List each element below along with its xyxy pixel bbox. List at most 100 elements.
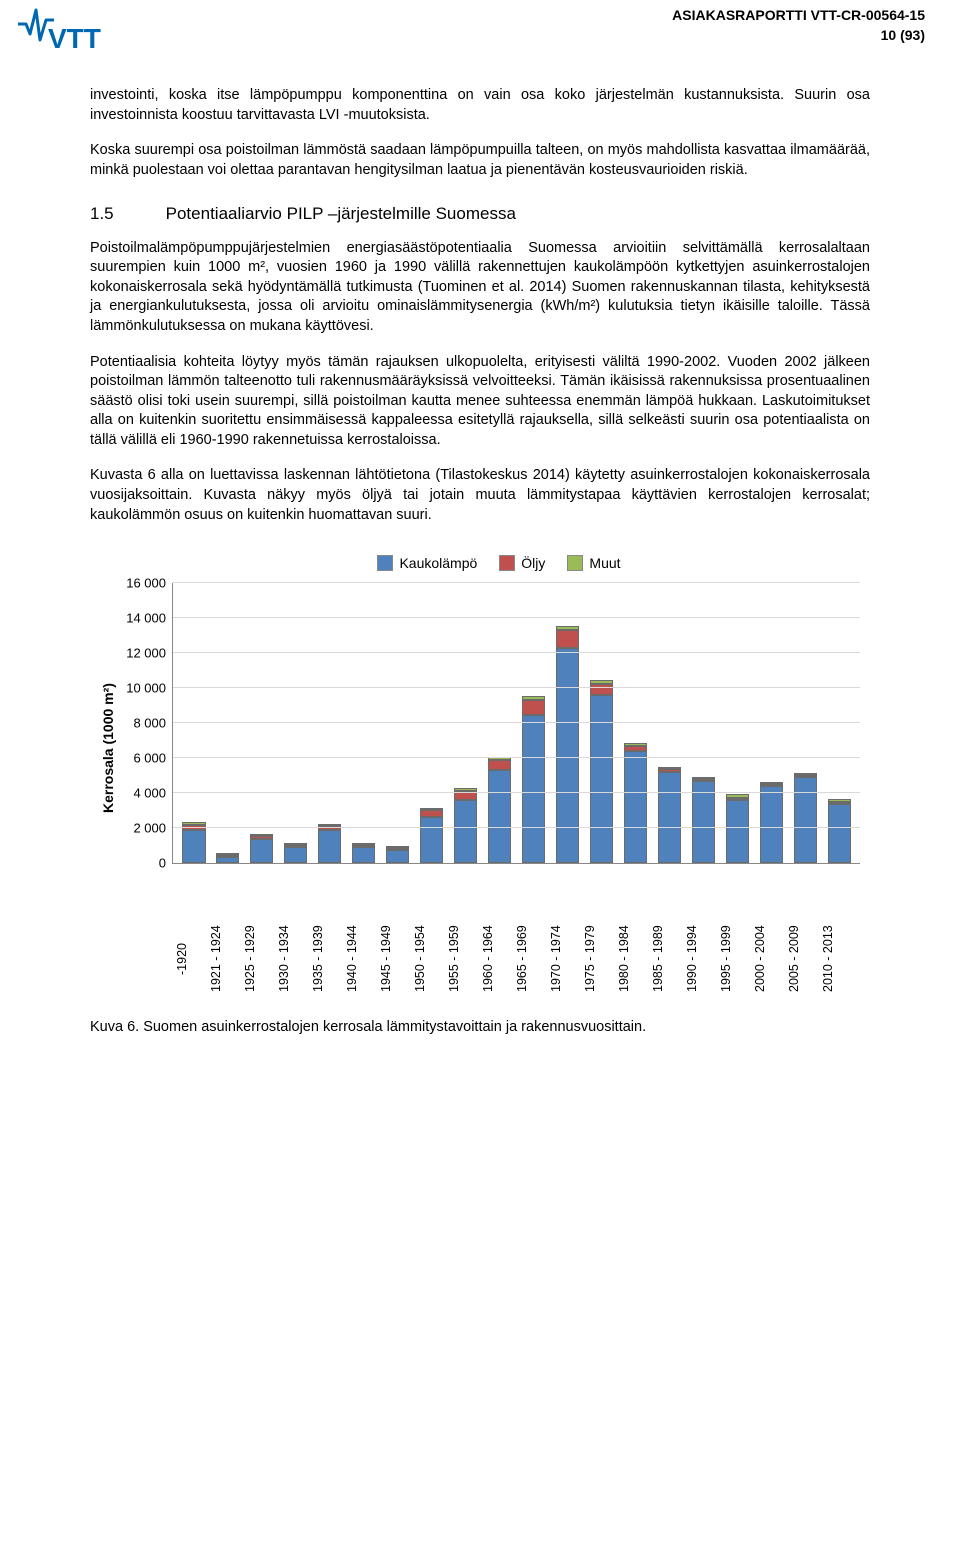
- section-number: 1.5: [90, 204, 114, 224]
- x-label: 1990 - 1994: [686, 919, 720, 999]
- section-title: Potentiaaliarvio PILP –järjestelmille Su…: [166, 204, 870, 224]
- paragraph-2: Koska suurempi osa poistoilman lämmöstä …: [90, 141, 870, 180]
- x-label: 1950 - 1954: [414, 919, 448, 999]
- x-label: 1945 - 1949: [380, 919, 414, 999]
- legend-item: Muut: [567, 555, 620, 571]
- bar-column: [720, 583, 754, 863]
- bar-segment-kauko: [590, 695, 613, 863]
- report-id: ASIAKASRAPORTTI VTT-CR-00564-15: [672, 6, 925, 26]
- bar-segment-kauko: [726, 800, 749, 863]
- bar-column: [279, 583, 313, 863]
- x-label: 1995 - 1999: [720, 919, 754, 999]
- bar-column: [754, 583, 788, 863]
- legend-label: Kaukolämpö: [399, 555, 477, 571]
- bar-segment-kauko: [522, 715, 545, 863]
- bar-segment-oljy: [488, 760, 511, 771]
- section-heading: 1.5 Potentiaaliarvio PILP –järjestelmill…: [90, 204, 870, 224]
- bar-column: [245, 583, 279, 863]
- x-axis-labels: -19201921 - 19241925 - 19291930 - 193419…: [172, 913, 860, 999]
- legend-label: Öljy: [521, 555, 545, 571]
- bar-segment-kauko: [182, 830, 205, 863]
- x-label: 2000 - 2004: [754, 919, 788, 999]
- plot-area: [172, 583, 860, 864]
- x-label: 1925 - 1929: [244, 919, 278, 999]
- chart-legend: Kaukolämpö Öljy Muut: [138, 555, 860, 571]
- bar-segment-kauko: [692, 781, 715, 863]
- grid-line: [173, 687, 860, 688]
- legend-label: Muut: [589, 555, 620, 571]
- bar-column: [618, 583, 652, 863]
- bar-segment-kauko: [760, 786, 783, 863]
- y-tick: 4 000: [133, 786, 166, 801]
- x-label: 1921 - 1924: [210, 919, 244, 999]
- bar-segment-kauko: [556, 648, 579, 863]
- legend-swatch: [377, 555, 393, 571]
- bar-segment-kauko: [420, 817, 443, 863]
- bar-column: [347, 583, 381, 863]
- bar-segment-kauko: [794, 777, 817, 863]
- paragraph-4: Potentiaalisia kohteita löytyy myös tämä…: [90, 353, 870, 451]
- bar-segment-kauko: [216, 857, 239, 863]
- y-tick: 16 000: [126, 576, 166, 591]
- y-tick: 8 000: [133, 716, 166, 731]
- svg-text:VTT: VTT: [48, 23, 101, 54]
- vtt-logo: VTT: [16, 6, 126, 56]
- x-label: 1980 - 1984: [618, 919, 652, 999]
- grid-line: [173, 722, 860, 723]
- bar-segment-kauko: [352, 847, 375, 863]
- page-number: 10 (93): [672, 26, 925, 46]
- y-tick: 6 000: [133, 751, 166, 766]
- grid-line: [173, 827, 860, 828]
- bar-column: [415, 583, 449, 863]
- bar-segment-kauko: [250, 839, 273, 864]
- x-label: 1940 - 1944: [346, 919, 380, 999]
- x-label: 1935 - 1939: [312, 919, 346, 999]
- y-tick: 2 000: [133, 821, 166, 836]
- bar-column: [822, 583, 856, 863]
- legend-swatch: [499, 555, 515, 571]
- bar-column: [449, 583, 483, 863]
- bars-container: [173, 583, 860, 863]
- bar-segment-oljy: [522, 700, 545, 715]
- legend-item: Kaukolämpö: [377, 555, 477, 571]
- x-label: 1955 - 1959: [448, 919, 482, 999]
- bar-segment-kauko: [284, 847, 307, 863]
- x-label: 2010 - 2013: [822, 919, 856, 999]
- bar-segment-kauko: [488, 770, 511, 863]
- bar-column: [517, 583, 551, 863]
- x-label: 2005 - 2009: [788, 919, 822, 999]
- grid-line: [173, 617, 860, 618]
- legend-swatch: [567, 555, 583, 571]
- x-label: 1970 - 1974: [550, 919, 584, 999]
- paragraph-1: investointi, koska itse lämpöpumppu komp…: [90, 86, 870, 125]
- header-meta: ASIAKASRAPORTTI VTT-CR-00564-15 10 (93): [672, 6, 925, 45]
- bar-column: [381, 583, 415, 863]
- x-label: -1920: [176, 919, 210, 999]
- bar-segment-kauko: [828, 804, 851, 864]
- grid-line: [173, 792, 860, 793]
- y-tick: 12 000: [126, 646, 166, 661]
- bar-segment-kauko: [318, 830, 341, 863]
- bar-column: [483, 583, 517, 863]
- y-axis: 02 0004 0006 0008 00010 00012 00014 0001…: [122, 583, 172, 863]
- grid-line: [173, 652, 860, 653]
- grid-line: [173, 757, 860, 758]
- figure-caption: Kuva 6. Suomen asuinkerrostalojen kerros…: [90, 1019, 870, 1035]
- legend-item: Öljy: [499, 555, 545, 571]
- bar-column: [584, 583, 618, 863]
- bar-segment-oljy: [556, 630, 579, 648]
- y-tick: 0: [159, 856, 166, 871]
- bar-column: [177, 583, 211, 863]
- x-label: 1985 - 1989: [652, 919, 686, 999]
- y-axis-label: Kerrosala (1000 m²): [100, 583, 122, 913]
- bar-column: [550, 583, 584, 863]
- chart-body: Kerrosala (1000 m²) 0 2 000 4 000 6 000 8 00…: [100, 583, 860, 913]
- x-label: 1960 - 1964: [482, 919, 516, 999]
- bar-column: [652, 583, 686, 863]
- x-label: 1965 - 1969: [516, 919, 550, 999]
- y-tick: 14 000: [126, 611, 166, 626]
- x-label: 1930 - 1934: [278, 919, 312, 999]
- bar-segment-oljy: [590, 684, 613, 695]
- bar-segment-kauko: [658, 772, 681, 863]
- bar-column: [686, 583, 720, 863]
